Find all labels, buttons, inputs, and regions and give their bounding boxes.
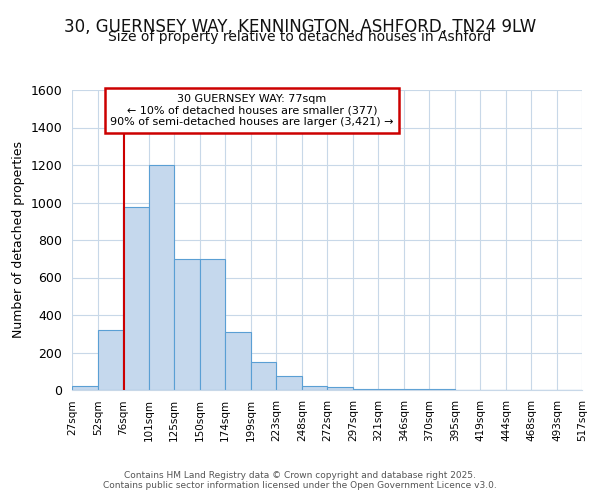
Bar xyxy=(276,376,302,390)
Text: Size of property relative to detached houses in Ashford: Size of property relative to detached ho… xyxy=(109,30,491,44)
Bar xyxy=(225,332,251,390)
Text: 30 GUERNSEY WAY: 77sqm
← 10% of detached houses are smaller (377)
90% of semi-de: 30 GUERNSEY WAY: 77sqm ← 10% of detached… xyxy=(110,94,394,127)
Bar xyxy=(123,207,149,390)
Text: 30, GUERNSEY WAY, KENNINGTON, ASHFORD, TN24 9LW: 30, GUERNSEY WAY, KENNINGTON, ASHFORD, T… xyxy=(64,18,536,36)
Bar xyxy=(327,387,353,390)
Y-axis label: Number of detached properties: Number of detached properties xyxy=(12,142,25,338)
Bar xyxy=(251,362,276,390)
Bar xyxy=(302,386,327,390)
Bar xyxy=(200,259,225,390)
Bar xyxy=(353,389,378,390)
Bar xyxy=(378,389,404,390)
Text: Contains HM Land Registry data © Crown copyright and database right 2025.: Contains HM Land Registry data © Crown c… xyxy=(124,471,476,480)
Text: Contains public sector information licensed under the Open Government Licence v3: Contains public sector information licen… xyxy=(103,481,497,490)
Bar xyxy=(72,386,98,390)
Bar xyxy=(149,165,174,390)
Bar xyxy=(174,259,200,390)
Bar xyxy=(98,330,123,390)
